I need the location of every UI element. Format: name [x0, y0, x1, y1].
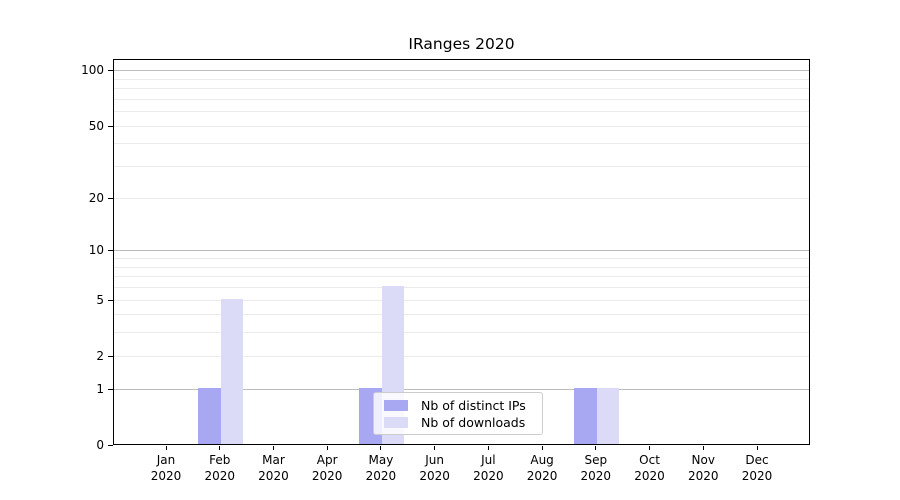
x-tick-mark — [326, 446, 328, 450]
gridline-minor — [114, 266, 809, 268]
x-tick-label: Dec 2020 — [725, 453, 789, 484]
x-tick-month: Jun — [425, 453, 444, 467]
gridline-major — [114, 70, 809, 72]
legend-label-downloads: Nb of downloads — [421, 415, 526, 430]
x-tick-label: May 2020 — [349, 453, 413, 484]
gridline-minor — [114, 197, 809, 199]
x-tick-month: May — [368, 453, 394, 467]
bar-downloads — [220, 298, 244, 444]
x-tick-label: Jul 2020 — [456, 453, 520, 484]
legend-item-distinct-ips: Nb of distinct IPs — [384, 398, 534, 413]
gridline-minor — [114, 166, 809, 168]
x-tick-month: Feb — [209, 453, 231, 467]
x-tick-month: Dec — [745, 453, 769, 467]
x-tick-label: Jan 2020 — [134, 453, 198, 484]
x-tick-mark — [487, 446, 489, 450]
x-tick-mark — [595, 446, 597, 450]
gridline-minor — [114, 314, 809, 316]
gridline-minor — [114, 286, 809, 288]
y-tick-label: 2 — [96, 348, 104, 363]
y-tick-label: 10 — [88, 243, 104, 258]
bar-distinct-ips — [198, 387, 221, 444]
gridline-minor — [114, 355, 809, 357]
chart-title: IRanges 2020 — [408, 35, 515, 53]
legend-item-downloads: Nb of downloads — [384, 415, 534, 430]
gridline-minor — [114, 258, 809, 260]
x-tick-year: 2020 — [365, 468, 397, 483]
gridline-minor — [114, 111, 809, 113]
y-tick-mark — [108, 355, 113, 357]
x-tick-mark — [434, 446, 436, 450]
y-tick-label: 5 — [96, 292, 104, 307]
y-tick-mark — [108, 388, 113, 390]
x-tick-month: Jul — [481, 453, 496, 467]
x-tick-month: Oct — [639, 453, 660, 467]
gridline-minor — [114, 125, 809, 127]
x-tick-label: Oct 2020 — [618, 453, 682, 484]
y-tick-mark — [108, 197, 113, 199]
x-tick-label: Sep 2020 — [564, 453, 628, 484]
bar-downloads — [596, 387, 620, 444]
x-tick-year: 2020 — [634, 468, 665, 483]
x-tick-mark — [380, 446, 382, 450]
legend: Nb of distinct IPs Nb of downloads — [373, 392, 543, 435]
x-tick-mark — [272, 446, 274, 450]
x-tick-month: Jan — [156, 453, 176, 467]
x-tick-year: 2020 — [150, 468, 182, 483]
x-tick-mark — [541, 446, 543, 450]
x-tick-mark — [165, 446, 167, 450]
y-tick-mark — [108, 125, 113, 127]
y-tick-label: 50 — [88, 118, 104, 133]
x-tick-label: Aug 2020 — [510, 453, 574, 484]
plot-area — [113, 59, 810, 445]
gridline-minor — [114, 98, 809, 100]
x-tick-label: Nov 2020 — [671, 453, 735, 484]
gridline-minor — [114, 332, 809, 334]
x-tick-mark — [219, 446, 221, 450]
x-tick-month: Apr — [316, 453, 338, 467]
bar-distinct-ips — [574, 387, 597, 444]
x-tick-mark — [756, 446, 758, 450]
gridline-minor — [114, 276, 809, 278]
x-tick-label: Feb 2020 — [188, 453, 252, 484]
x-tick-year: 2020 — [204, 468, 235, 483]
x-tick-month: Mar — [262, 453, 285, 467]
x-tick-month: Aug — [530, 453, 554, 467]
legend-swatch-downloads — [384, 417, 408, 428]
y-tick-label: 100 — [81, 63, 104, 78]
x-tick-year: 2020 — [526, 468, 558, 483]
gridline-minor — [114, 78, 809, 80]
y-tick-label: 1 — [96, 381, 104, 396]
gridline-minor — [114, 88, 809, 90]
y-tick-label: 20 — [88, 190, 104, 205]
gridline-major — [114, 388, 809, 390]
x-tick-label: Jun 2020 — [403, 453, 467, 484]
x-tick-month: Nov — [691, 453, 715, 467]
y-tick-mark — [108, 299, 113, 301]
x-tick-mark — [649, 446, 651, 450]
x-tick-label: Apr 2020 — [295, 453, 359, 484]
x-tick-mark — [702, 446, 704, 450]
x-tick-year: 2020 — [258, 468, 289, 483]
y-tick-mark — [108, 445, 113, 446]
gridline-minor — [114, 299, 809, 301]
legend-swatch-distinct-ips — [384, 400, 408, 411]
x-tick-year: 2020 — [687, 468, 719, 483]
y-tick-mark — [108, 70, 113, 72]
x-tick-year: 2020 — [741, 468, 773, 483]
x-tick-year: 2020 — [419, 468, 450, 483]
y-tick-label: 0 — [96, 438, 104, 452]
gridline-minor — [114, 143, 809, 145]
x-tick-label: Mar 2020 — [241, 453, 305, 484]
x-tick-year: 2020 — [473, 468, 504, 483]
x-tick-year: 2020 — [311, 468, 343, 483]
gridline-major — [114, 250, 809, 252]
x-tick-year: 2020 — [580, 468, 612, 483]
legend-label-distinct-ips: Nb of distinct IPs — [421, 398, 526, 413]
x-tick-month: Sep — [584, 453, 608, 467]
y-tick-mark — [108, 250, 113, 252]
